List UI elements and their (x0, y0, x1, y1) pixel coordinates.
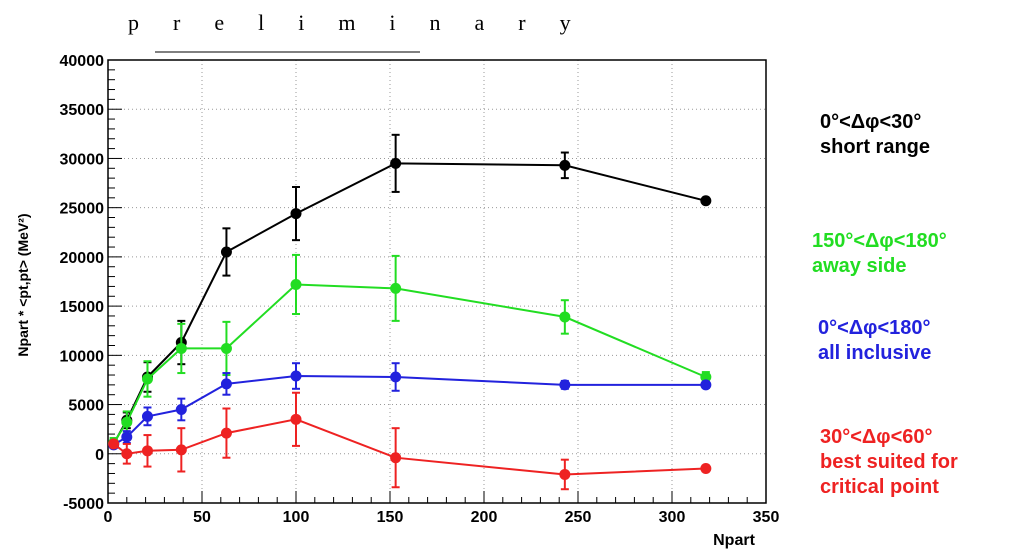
data-point (220, 378, 232, 390)
legend-desc-label: short range (820, 136, 931, 158)
data-point (108, 438, 120, 450)
series-group (108, 362, 712, 451)
series-group (108, 253, 712, 449)
x-tick-label: 300 (659, 509, 686, 526)
data-point (121, 448, 133, 460)
series-group (108, 391, 712, 491)
x-tick-label: 50 (193, 509, 211, 526)
series-layer (108, 133, 712, 491)
y-tick-label: 20000 (60, 250, 105, 267)
y-tick-label: -5000 (63, 496, 104, 513)
legend-desc-label-2: critical point (820, 476, 939, 498)
data-point (700, 195, 712, 207)
data-point (390, 282, 402, 294)
data-point (559, 311, 571, 323)
y-axis-label: Npart * <pt,pt> (MeV²) (15, 213, 31, 356)
data-point (290, 208, 302, 220)
series-line (113, 374, 706, 446)
legend-range-label: 0°<Δφ<180° (818, 317, 931, 339)
grid-layer (108, 60, 766, 503)
data-point (390, 452, 402, 464)
legend-desc-label: best suited for (820, 451, 958, 473)
series-line (112, 162, 707, 445)
y-tick-label: 10000 (60, 348, 105, 365)
data-point (175, 403, 187, 415)
data-point (141, 410, 153, 422)
series-line (112, 418, 706, 476)
legend-entry-critical-point: 30°<Δφ<60° best suited for critical poin… (820, 425, 958, 500)
data-point (559, 468, 571, 480)
axes-layer: 0 50 100 150 200 250 300 350-500005000100001500… (60, 53, 780, 526)
y-tick-label: 30000 (60, 151, 105, 168)
data-point (220, 246, 232, 258)
x-tick-label: 100 (283, 509, 310, 526)
x-tick-label: 350 (753, 509, 780, 526)
data-point (290, 278, 302, 290)
data-point (175, 444, 187, 456)
legend-range-label: 150°<Δφ<180° (812, 230, 947, 252)
series-group (108, 133, 712, 450)
plot-frame (107, 59, 767, 504)
x-tick-label: 250 (565, 509, 592, 526)
legend-desc-label: away side (812, 255, 907, 277)
y-tick-label: 5000 (68, 398, 104, 415)
x-tick-label: 0 (104, 509, 113, 526)
data-point (559, 159, 571, 171)
data-point (141, 445, 153, 457)
data-point (220, 427, 232, 439)
legend-range-label: 0°<Δφ<30° (820, 111, 922, 133)
data-point (121, 416, 133, 428)
data-point (700, 463, 712, 475)
y-tick-label: 40000 (60, 53, 105, 70)
data-point (121, 431, 133, 443)
legend-entry-away-side: 150°<Δφ<180° away side (812, 229, 947, 279)
data-point (220, 342, 232, 354)
y-tick-label: 0 (95, 447, 104, 464)
data-point (700, 371, 712, 383)
data-point (141, 373, 153, 385)
legend-range-label: 30°<Δφ<60° (820, 426, 933, 448)
data-point (559, 379, 571, 391)
data-point (175, 342, 187, 354)
x-tick-label: 200 (471, 509, 498, 526)
legend-desc-label: all inclusive (818, 342, 932, 364)
y-tick-label: 15000 (60, 299, 105, 316)
data-point (290, 413, 302, 425)
data-point (390, 157, 402, 169)
data-point (290, 370, 302, 382)
legend-entry-all-inclusive: 0°<Δφ<180° all inclusive (818, 316, 931, 366)
y-tick-label: 25000 (60, 201, 105, 218)
preliminary-watermark: preliminary (128, 10, 605, 35)
x-axis-label: Npart (713, 532, 755, 549)
data-point (700, 379, 712, 391)
data-point (390, 371, 402, 383)
x-tick-label: 150 (377, 509, 404, 526)
y-tick-label: 35000 (60, 102, 105, 119)
legend-entry-short-range: 0°<Δφ<30° short range (820, 110, 930, 160)
